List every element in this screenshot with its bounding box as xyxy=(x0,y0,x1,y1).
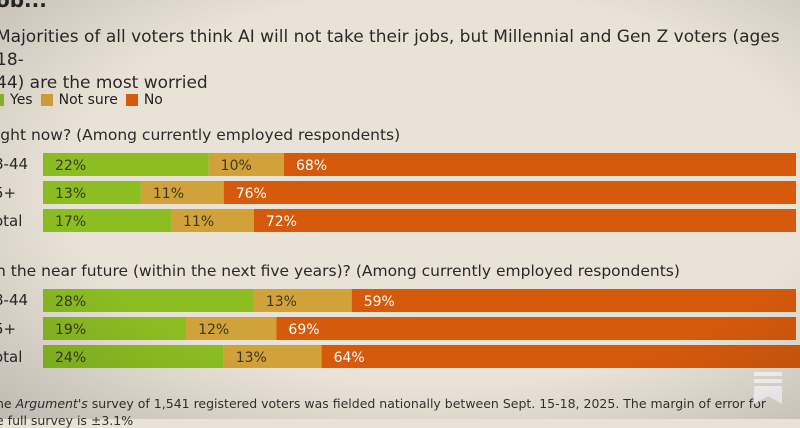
legend-label-yes: Yes xyxy=(10,92,33,108)
panel-1-row-label-total: otal xyxy=(0,212,23,230)
data-label-panel1-total-yes: 17% xyxy=(55,214,86,230)
chart-title: ob... xyxy=(0,0,47,12)
data-label-panel2-18-44-not-sure: 13% xyxy=(266,294,297,310)
data-label-panel1-18-44-yes: 22% xyxy=(55,158,86,174)
footnote-line-1: he Argument's survey of 1,541 registered… xyxy=(0,396,766,411)
data-label-panel1-45-no: 76% xyxy=(236,186,267,202)
legend-item-no: No xyxy=(125,92,163,108)
bar-panel1-18-44-not-sure xyxy=(208,153,284,176)
bar-panel1-45-no xyxy=(223,181,797,204)
data-label-panel2-total-no: 64% xyxy=(334,350,365,366)
bar-panel2-18-44-not-sure xyxy=(253,289,352,312)
panel-2-row-label-total: otal xyxy=(0,348,23,366)
bar-panel2-18-44-no xyxy=(351,289,796,312)
bar-panel1-total-not-sure xyxy=(171,209,254,232)
subtitle-line-1: Majorities of all voters think AI will n… xyxy=(0,27,780,70)
footnote-prefix: he xyxy=(0,396,12,411)
panel-1-title: ight now? (Among currently employed resp… xyxy=(0,126,401,144)
footnote-text: survey of 1,541 registered voters was fi… xyxy=(87,396,766,411)
legend-item-yes: Yes xyxy=(0,92,33,108)
legend-label-not-sure: Not sure xyxy=(58,92,118,108)
data-label-panel1-45-yes: 13% xyxy=(55,186,86,202)
data-label-panel1-18-44-no: 68% xyxy=(296,158,327,174)
bar-panel1-total-yes xyxy=(43,209,172,232)
bar-panel2-total-not-sure xyxy=(223,345,322,368)
legend-item-not-sure: Not sure xyxy=(40,92,118,108)
bar-panel1-45-yes xyxy=(43,181,141,204)
panel-1-row-label-45plus: 5+ xyxy=(0,184,17,202)
bar-panel2-18-44-yes xyxy=(43,289,254,312)
footnote-line-2: e full survey is ±3.1% xyxy=(0,413,134,428)
data-label-panel2-total-yes: 24% xyxy=(55,350,86,366)
legend-swatch-not-sure xyxy=(40,94,53,106)
bar-panel1-45-not-sure xyxy=(140,181,224,204)
bar-panel1-total-no xyxy=(253,209,797,232)
legend-label-no: No xyxy=(143,92,163,108)
data-label-panel1-45-not-sure: 11% xyxy=(153,186,184,202)
bar-panel1-18-44-no xyxy=(283,153,797,176)
panel-2-title: n the near future (within the next five … xyxy=(0,262,680,280)
data-label-panel2-18-44-yes: 28% xyxy=(55,294,86,310)
panel-2-row-label-18-44: 8-44 xyxy=(0,291,29,309)
bar-panel2-total-no xyxy=(321,345,800,368)
bookmark-logo-icon xyxy=(754,372,782,404)
panel-2-row-label-45plus: 5+ xyxy=(0,320,17,338)
data-label-panel2-45-no: 69% xyxy=(288,322,319,338)
bar-panel1-18-44-yes xyxy=(43,153,209,176)
data-label-panel2-45-yes: 19% xyxy=(55,322,86,338)
data-label-panel2-total-not-sure: 13% xyxy=(236,350,267,366)
bar-panel2-45-not-sure xyxy=(186,317,277,340)
data-label-panel2-45-not-sure: 12% xyxy=(198,322,229,338)
legend: Yes Not sure No xyxy=(0,91,171,109)
data-label-panel2-18-44-no: 59% xyxy=(364,294,395,310)
data-label-panel1-total-not-sure: 11% xyxy=(183,214,214,230)
legend-swatch-no xyxy=(125,94,138,106)
data-label-panel1-18-44-not-sure: 10% xyxy=(221,158,252,174)
subtitle-line-2: 44) are the most worried xyxy=(0,73,208,93)
bar-panel2-total-yes xyxy=(43,345,224,368)
legend-swatch-yes xyxy=(0,94,4,106)
stacked-bar-chart: 22% 10% 68% 13% 11% 76% 17% 11% 72% 28% 13% 59% 19% 1… xyxy=(43,153,800,368)
footnote-publication: Argument's xyxy=(15,396,88,411)
panel-1-row-label-18-44: 8-44 xyxy=(0,155,29,173)
chart-subtitle: Majorities of all voters think AI will n… xyxy=(0,26,796,95)
data-label-panel1-total-no: 72% xyxy=(266,214,297,230)
bar-panel2-45-no xyxy=(276,317,796,340)
bar-panel2-45-yes xyxy=(43,317,187,340)
